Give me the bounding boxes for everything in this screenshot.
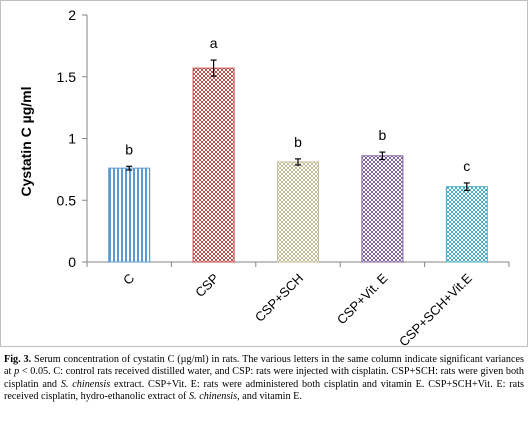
figure-caption-text: Serum concentration of cystatin C (µg/ml… bbox=[4, 354, 524, 403]
significance-letter: b bbox=[294, 134, 302, 150]
y-tick-label: 1.5 bbox=[57, 69, 77, 85]
bar bbox=[192, 67, 235, 263]
y-tick-label: 2 bbox=[68, 7, 76, 23]
y-axis-label: Cystatin C µg/ml bbox=[18, 87, 34, 197]
bar bbox=[361, 155, 404, 263]
y-tick-label: 0 bbox=[68, 254, 76, 270]
figure-label: Fig. 3. bbox=[4, 354, 32, 365]
y-tick-label: 0.5 bbox=[57, 192, 77, 208]
significance-letter: b bbox=[125, 141, 133, 157]
bar bbox=[277, 161, 319, 263]
significance-letter: c bbox=[463, 158, 470, 174]
x-tick-label: CSP+Vit. E bbox=[334, 270, 391, 327]
significance-letter: b bbox=[379, 127, 387, 143]
x-tick-label: CSP+SCH bbox=[252, 271, 306, 325]
bar bbox=[445, 186, 488, 263]
figure-caption: Fig. 3. Serum concentration of cystatin … bbox=[4, 354, 524, 404]
y-tick-label: 1 bbox=[68, 131, 76, 147]
x-tick-label: CSP bbox=[192, 271, 222, 301]
x-tick-label: C bbox=[120, 271, 137, 288]
bar-chart: 0 0.5 1 1.5 2 Cystatin C µg/ml b Ca CSP b CSP+SCH b… bbox=[18, 7, 510, 346]
significance-letter: a bbox=[210, 35, 218, 51]
bar bbox=[108, 167, 151, 263]
x-tick-label: CSP+SCH+Vit.E bbox=[396, 270, 475, 346]
